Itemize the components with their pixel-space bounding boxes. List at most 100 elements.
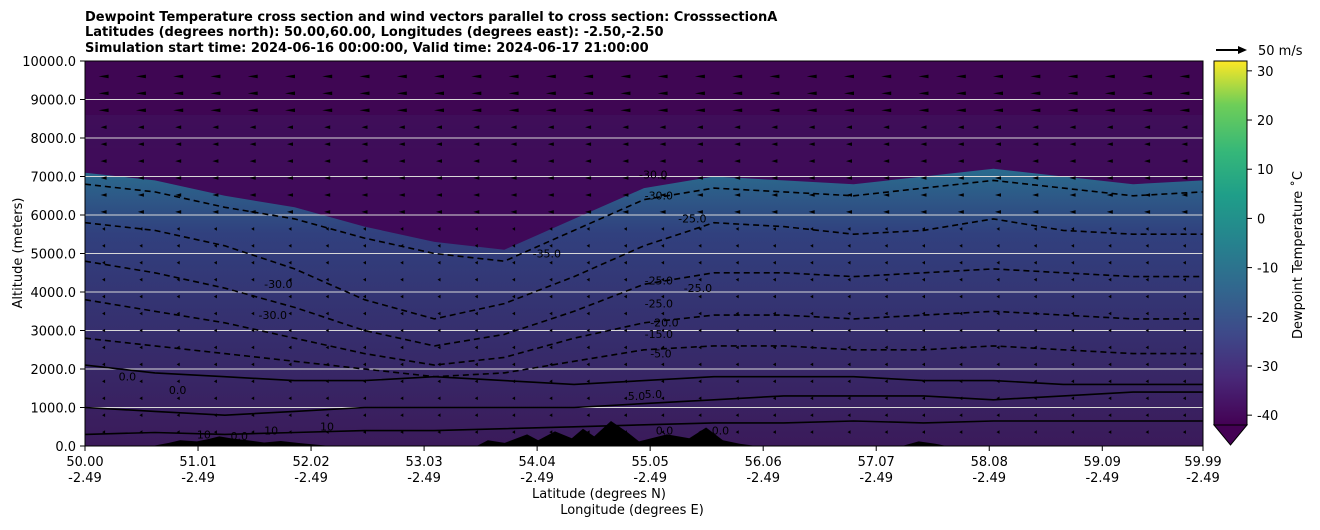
wind-vector [474,345,478,350]
wind-vector [623,227,627,231]
wind-vector [474,260,478,265]
wind-vector [175,142,182,146]
wind-vector [325,362,329,367]
wind-vector [586,277,590,282]
wind-vector [398,210,405,214]
wind-vector [249,210,256,214]
wind-vector [1182,244,1186,248]
y-axis-label: Altitude (meters) [11,198,26,309]
wind-vector [287,193,293,197]
wind-vector [1033,244,1037,248]
wind-vector [285,74,295,79]
wind-vector [1145,379,1149,384]
wind-vector [1069,159,1076,163]
wind-vector [1181,142,1188,146]
wind-vector [363,362,366,367]
wind-vector [176,413,180,417]
contour-label: 0.0 [712,424,730,437]
wind-vector [512,430,516,434]
colorbar-tick-label: -20 [1257,311,1278,326]
wind-vector [846,142,852,146]
wind-vector [1182,430,1186,434]
x-tick-label-lat: 58.08 [971,455,1008,470]
wind-vector [661,379,665,384]
wind-vector [213,227,217,231]
wind-vector [512,277,516,282]
wind-vector [808,125,815,129]
y-tick-label: 3000.0 [31,325,77,340]
wind-vector [1179,74,1190,79]
wind-vector [769,74,780,79]
wind-vector [698,413,702,417]
contour--5 [85,337,1203,378]
wind-vector [844,74,854,79]
wind-vector [1108,294,1112,299]
contour-label: -25.0 [645,274,673,287]
wind-vector [398,193,405,197]
wind-vector [137,193,144,197]
wind-vector [810,328,814,333]
x-tick-label-lon: -2.49 [1186,471,1220,486]
wind-vector [622,125,629,129]
wind-vector [808,176,815,180]
wind-vector [1069,176,1076,180]
contour--20 [85,260,1203,347]
wind-vector [847,413,851,417]
wind-vector [324,176,331,180]
wind-vector [102,311,106,316]
wind-vector [959,345,963,350]
chart-title-line3: Simulation start time: 2024-06-16 00:00:… [85,41,649,56]
wind-vector [98,91,109,96]
wind-vector [251,294,255,299]
wind-vector [810,227,814,231]
wind-vector [176,260,180,265]
wind-vector [810,413,814,417]
wind-vector [883,193,890,197]
wind-vector [212,125,219,129]
colorbar-tick-label: -10 [1257,262,1278,277]
wind-vector [400,260,404,265]
contour-label: -30.0 [645,190,673,203]
x-tick-label-lon: -2.49 [1085,471,1119,486]
wind-vector [996,328,1000,333]
wind-vector [735,362,739,367]
wind-vector [102,430,106,434]
x-axis-label-lat: Latitude (degrees N) [532,487,666,502]
wind-vector [586,294,590,299]
wind-vector [586,227,590,231]
wind-vector [996,311,1000,316]
wind-vector [884,311,888,316]
wind-vector [100,142,107,146]
wind-vector [324,125,331,129]
wind-vector [1033,362,1037,367]
wind-vector [359,91,370,96]
wind-vector [772,413,776,417]
wind-vector [810,260,814,265]
wind-vector [1144,176,1151,180]
wind-vector [659,210,666,214]
wind-vector [772,260,776,265]
wind-vector [694,108,705,113]
wind-vector [359,108,370,113]
wind-vector [139,227,143,231]
wind-vector [512,227,516,231]
wind-key: 50 m/s [1216,44,1303,59]
wind-vector [959,328,963,333]
wind-vector [213,294,217,299]
wind-vector [996,345,1000,350]
wind-vector [698,294,702,299]
contour-label: 10 [320,421,334,434]
wind-vector [175,176,182,180]
wind-vector [139,294,143,299]
wind-vector [549,260,553,265]
wind-vector [175,210,182,214]
wind-vector [623,311,627,316]
wind-vector [361,210,368,214]
wind-vector [959,379,963,384]
wind-vector [1104,108,1115,113]
wind-vector [698,396,702,401]
wind-vector [661,413,665,417]
wind-vector [959,277,963,282]
wind-vector [884,413,888,417]
wind-vector [659,159,666,163]
